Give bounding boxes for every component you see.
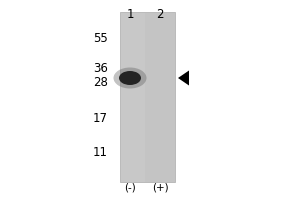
Text: 2: 2 [156,8,164,21]
Text: (+): (+) [152,183,168,193]
Polygon shape [178,71,189,86]
Text: 55: 55 [93,31,108,45]
Text: 1: 1 [126,8,134,21]
Bar [145,12,175,182]
Text: 11: 11 [93,146,108,158]
Ellipse shape [119,71,141,85]
Text: 17: 17 [93,112,108,124]
Text: (-): (-) [124,183,136,193]
Text: 36: 36 [93,62,108,74]
Text: 28: 28 [93,75,108,88]
Ellipse shape [113,68,146,88]
Bar [120,12,175,182]
